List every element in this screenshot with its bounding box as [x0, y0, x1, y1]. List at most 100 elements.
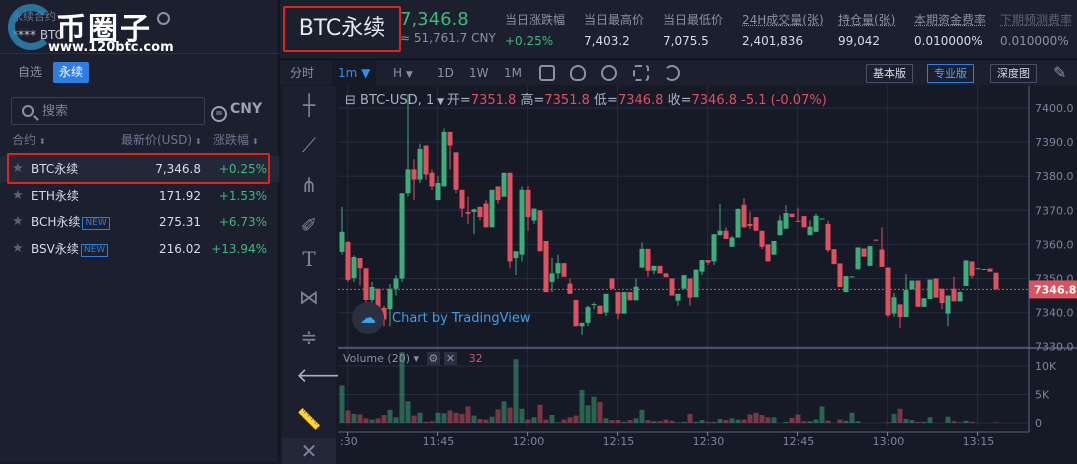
volume-bar	[807, 421, 813, 423]
chevron-down-icon[interactable]: ▼	[434, 97, 447, 107]
candlestick-chart[interactable]: 7400.07390.07380.07370.07360.07350.07340…	[338, 86, 1077, 462]
candle-body	[669, 278, 675, 296]
market-row[interactable]: ★ BSV永续 NEW 216.02 +13.94%	[0, 236, 279, 262]
column-header-contract[interactable]: 合约 ⬍	[12, 131, 46, 148]
cny-price: ≈ 51,761.7 CNY	[400, 31, 496, 45]
candle-body	[633, 286, 639, 301]
price-tick-label: 7360.0	[1035, 238, 1074, 251]
candle-body	[477, 206, 483, 218]
basic-view-button[interactable]: 基本版	[866, 64, 913, 83]
time-tick-label: 11:45	[423, 435, 455, 448]
magnet-icon[interactable]: ✕	[282, 438, 336, 464]
candle-body	[885, 267, 891, 316]
candle-body	[879, 249, 885, 267]
volume-bar	[705, 421, 711, 423]
stat-label[interactable]: 持仓量(张)	[838, 13, 896, 27]
stat-0: 当日涨跌幅 +0.25%	[505, 11, 565, 48]
volume-bar	[927, 417, 933, 423]
currency-toggle[interactable]: = CNY	[211, 101, 262, 122]
clock-icon[interactable]	[601, 65, 617, 81]
market-row[interactable]: ★ BCH永续 NEW 275.31 +6.73%	[0, 209, 279, 235]
depth-chart-button[interactable]: 深度图	[990, 64, 1037, 83]
volume-bar	[915, 421, 921, 423]
interval-1m-dropdown[interactable]: 1m ▼	[332, 60, 377, 86]
interval-1d[interactable]: 1D	[437, 66, 454, 80]
star-icon[interactable]: ★	[12, 240, 24, 256]
candle-body	[513, 251, 519, 259]
contract-name: ETH永续	[31, 183, 79, 209]
gear-icon[interactable]: ⚙	[426, 352, 441, 365]
candle-body	[963, 260, 969, 287]
volume-bar	[645, 420, 651, 423]
indicator-icon[interactable]	[539, 65, 555, 81]
volume-bar	[729, 418, 735, 423]
candle-body	[987, 268, 993, 272]
candle-body	[555, 263, 561, 274]
pattern-icon[interactable]: ⋈	[299, 285, 319, 309]
chevron-down-icon[interactable]: ▾	[413, 352, 420, 365]
volume-bar	[489, 416, 495, 423]
screenshot-icon[interactable]	[633, 65, 649, 81]
volume-bar	[945, 416, 951, 423]
measure-icon[interactable]: ≑	[300, 325, 318, 349]
column-header-change[interactable]: 涨跌幅 ⬍	[213, 131, 259, 148]
candle-body	[921, 298, 927, 307]
collapse-icon[interactable]: ⊟	[345, 93, 356, 108]
star-icon[interactable]: ★	[12, 161, 24, 176]
volume-bar	[459, 413, 465, 423]
market-row[interactable]: ★ ETH永续 171.92 +1.53%	[0, 183, 279, 209]
tradingview-cloud-icon: ☁	[352, 302, 384, 334]
interval-h-dropdown[interactable]: H ▼	[393, 60, 413, 86]
crosshair-icon[interactable]: ┼	[302, 93, 316, 117]
pitchfork-icon[interactable]: ⋔	[300, 173, 318, 197]
pro-view-button[interactable]: 专业版	[927, 64, 974, 83]
contract-name: BTC永续	[31, 156, 78, 182]
contract-name: BCH永续 NEW	[31, 209, 110, 235]
column-header-price[interactable]: 最新价(USD) ⬍	[121, 131, 202, 148]
interval-1w[interactable]: 1W	[469, 66, 489, 80]
volume-bar	[495, 409, 501, 423]
volume-bar	[429, 421, 435, 423]
tradingview-watermark[interactable]: ☁ Chart by TradingView	[352, 302, 530, 334]
volume-bar	[513, 359, 519, 423]
pie-chart-icon[interactable]	[157, 12, 170, 25]
back-arrow-icon[interactable]: 🡐	[296, 363, 350, 387]
star-icon[interactable]: ★	[12, 187, 24, 203]
candle-body	[951, 288, 957, 302]
ruler-icon[interactable]: 📏	[296, 407, 322, 431]
candle-body	[519, 189, 525, 255]
change-value: -5.1 (-0.07%)	[741, 93, 827, 108]
interval-1mo[interactable]: 1M	[504, 66, 522, 80]
tab-perpetual[interactable]: 永续	[53, 62, 90, 83]
settings-hex-icon[interactable]	[570, 65, 586, 81]
candle-body	[897, 304, 903, 318]
candle-body	[639, 248, 645, 268]
volume-bar	[723, 420, 729, 423]
stat-label[interactable]: 本期资金费率	[914, 13, 987, 27]
trendline-icon[interactable]: ⟋	[302, 133, 316, 157]
star-icon[interactable]: ★	[12, 214, 24, 229]
close-icon[interactable]: ✕	[443, 352, 458, 365]
symbol-title: BTC永续	[283, 6, 401, 52]
brush-settings-icon[interactable]: ✎	[1053, 63, 1067, 82]
volume-bar	[969, 421, 975, 423]
high-label: 高	[520, 93, 534, 108]
market-row[interactable]: ★ BTC永续 7,346.8 +0.25%	[0, 156, 279, 182]
candle-body	[795, 220, 801, 222]
timeshare-button[interactable]: 分时	[290, 66, 315, 80]
stat-5: 本期资金费率 0.010000%	[914, 11, 986, 48]
search-input[interactable]	[42, 102, 192, 120]
search-box[interactable]	[11, 97, 205, 125]
stat-label[interactable]: 下期预测费率	[1000, 13, 1073, 27]
brush-icon[interactable]: ✐	[300, 213, 318, 237]
tab-favorites[interactable]: 自选	[18, 65, 43, 79]
text-icon[interactable]: T	[302, 247, 316, 271]
candle-body	[345, 242, 351, 280]
stat-label[interactable]: 24H成交量(张)	[742, 13, 824, 27]
swap-icon: =	[211, 106, 227, 122]
time-tick-label: 12:30	[693, 435, 725, 448]
volume-bar	[633, 418, 639, 423]
volume-bar	[681, 421, 687, 423]
undo-icon[interactable]	[664, 65, 680, 81]
volume-bar	[993, 422, 999, 423]
